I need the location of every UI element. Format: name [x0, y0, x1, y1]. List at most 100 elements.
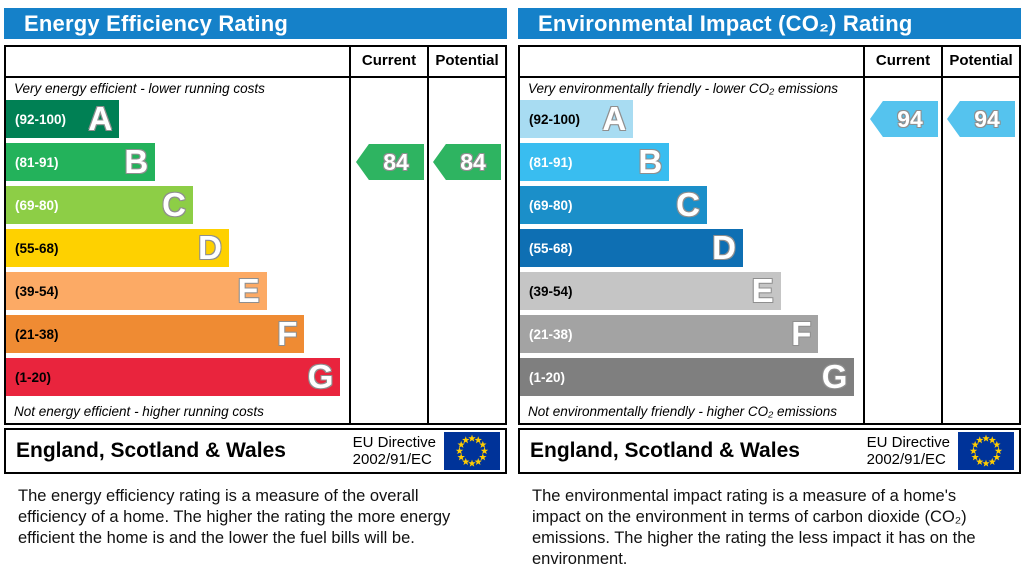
potential-column-header: Potential — [941, 47, 1019, 76]
band-row-g: (1-20) G — [520, 358, 863, 396]
band-range-label: (1-20) — [529, 369, 566, 385]
band-letter-label: B — [638, 143, 663, 180]
band-bar-c: (69-80) C — [520, 186, 707, 224]
band-bar-c: (69-80) C — [6, 186, 193, 224]
current-rating-arrow: 84 — [356, 144, 424, 180]
band-bar-g: (1-20) G — [6, 358, 341, 396]
band-range-label: (81-91) — [15, 154, 59, 170]
band-letter-label: G — [307, 358, 334, 395]
potential-rating-arrow: 84 — [433, 144, 501, 180]
band-row-d: (55-68) D — [6, 229, 349, 267]
band-row-e: (39-54) E — [520, 272, 863, 310]
energy-rating-table: Current Potential Very energy efficient … — [4, 45, 507, 425]
energy-efficiency-panel: Energy Efficiency Rating Current Potenti… — [4, 8, 507, 570]
potential-rating-arrow: 94 — [947, 101, 1015, 137]
energy-top-caption: Very energy efficient - lower running co… — [14, 81, 265, 96]
band-letter-label: E — [751, 272, 774, 309]
band-letter-label: F — [277, 315, 298, 352]
band-range-label: (39-54) — [529, 283, 573, 299]
band-row-g: (1-20) G — [6, 358, 349, 396]
environmental-bottom-caption: Not environmentally friendly - higher CO… — [528, 404, 838, 419]
header-spacer — [520, 47, 863, 76]
band-bar-d: (55-68) D — [520, 229, 743, 267]
band-letter-label: A — [602, 100, 627, 137]
band-range-label: (55-68) — [15, 240, 59, 256]
band-row-c: (69-80) C — [6, 186, 349, 224]
environmental-description-text: The environmental impact rating is a mea… — [532, 487, 976, 568]
band-range-label: (39-54) — [15, 283, 59, 299]
energy-table-body: Very energy efficient - lower running co… — [6, 78, 505, 423]
band-row-b: (81-91) B — [520, 143, 863, 181]
band-row-a: (92-100) A — [520, 100, 863, 138]
band-range-label: (92-100) — [15, 111, 67, 127]
current-column-divider — [863, 78, 865, 423]
band-range-label: (81-91) — [529, 154, 573, 170]
eu-directive-label: EU Directive 2002/91/EC — [867, 434, 950, 468]
band-range-label: (21-38) — [529, 326, 573, 342]
environmental-impact-panel: Environmental Impact (CO₂) Rating Curren… — [518, 8, 1021, 570]
potential-column-divider — [427, 78, 429, 423]
region-label: England, Scotland & Wales — [16, 439, 286, 462]
band-bar-a: (92-100) A — [520, 100, 634, 138]
eu-directive-line2: 2002/91/EC — [866, 451, 946, 468]
band-row-c: (69-80) C — [520, 186, 863, 224]
band-bar-b: (81-91) B — [6, 143, 156, 181]
band-row-d: (55-68) D — [520, 229, 863, 267]
eu-flag-icon — [444, 432, 500, 470]
band-row-f: (21-38) F — [520, 315, 863, 353]
band-row-b: (81-91) B — [6, 143, 349, 181]
band-letter-label: C — [162, 186, 186, 223]
band-letter-label: D — [712, 229, 736, 266]
eu-directive-line2: 2002/91/EC — [352, 451, 432, 468]
environmental-bands: (92-100) A (81-91) B (69-80) C (55-68) D (39-54)… — [520, 100, 863, 396]
current-column-divider — [349, 78, 351, 423]
band-bar-f: (21-38) F — [6, 315, 305, 353]
band-letter-label: E — [237, 272, 260, 309]
band-letter-label: F — [791, 315, 812, 352]
energy-table-header: Current Potential — [6, 47, 505, 78]
potential-column-divider — [941, 78, 943, 423]
environmental-rating-table: Current Potential Very environmentally f… — [518, 45, 1021, 425]
energy-panel-title: Energy Efficiency Rating — [4, 8, 507, 39]
band-row-f: (21-38) F — [6, 315, 349, 353]
eu-directive-line1: EU Directive — [352, 434, 436, 451]
environmental-table-header: Current Potential — [520, 47, 1019, 78]
band-range-label: (92-100) — [529, 111, 581, 127]
header-spacer — [6, 47, 349, 76]
band-bar-d: (55-68) D — [6, 229, 229, 267]
band-letter-label: G — [821, 358, 848, 395]
environmental-table-body: Very environmentally friendly - lower CO… — [520, 78, 1019, 423]
current-rating-arrow: 94 — [870, 101, 938, 137]
band-letter-label: C — [676, 186, 700, 223]
band-row-e: (39-54) E — [6, 272, 349, 310]
energy-bottom-caption: Not energy efficient - higher running co… — [14, 404, 264, 419]
band-letter-label: A — [88, 100, 113, 137]
energy-description-text: The energy efficiency rating is a measur… — [18, 487, 451, 547]
eu-directive-line1: EU Directive — [866, 434, 950, 451]
band-bar-e: (39-54) E — [520, 272, 781, 310]
band-letter-label: D — [198, 229, 222, 266]
environmental-panel-title: Environmental Impact (CO₂) Rating — [518, 8, 1021, 39]
band-bar-g: (1-20) G — [520, 358, 855, 396]
band-range-label: (55-68) — [529, 240, 573, 256]
band-range-label: (69-80) — [15, 197, 59, 213]
band-bar-b: (81-91) B — [520, 143, 670, 181]
band-range-label: (21-38) — [15, 326, 59, 342]
region-label: England, Scotland & Wales — [530, 439, 800, 462]
band-letter-label: B — [124, 143, 149, 180]
band-range-label: (1-20) — [15, 369, 52, 385]
band-bar-a: (92-100) A — [6, 100, 120, 138]
band-bar-e: (39-54) E — [6, 272, 267, 310]
band-row-a: (92-100) A — [6, 100, 349, 138]
energy-footer: England, Scotland & Wales EU Directive 2… — [4, 428, 507, 474]
current-column-header: Current — [863, 47, 941, 76]
current-column-header: Current — [349, 47, 427, 76]
environmental-footer: England, Scotland & Wales EU Directive 2… — [518, 428, 1021, 474]
energy-bands: (92-100) A (81-91) B (69-80) C (55-68) D (39-54)… — [6, 100, 349, 396]
potential-column-header: Potential — [427, 47, 505, 76]
band-bar-f: (21-38) F — [520, 315, 819, 353]
environmental-top-caption: Very environmentally friendly - lower CO… — [528, 81, 838, 96]
eu-directive-label: EU Directive 2002/91/EC — [353, 434, 436, 468]
band-range-label: (69-80) — [529, 197, 573, 213]
